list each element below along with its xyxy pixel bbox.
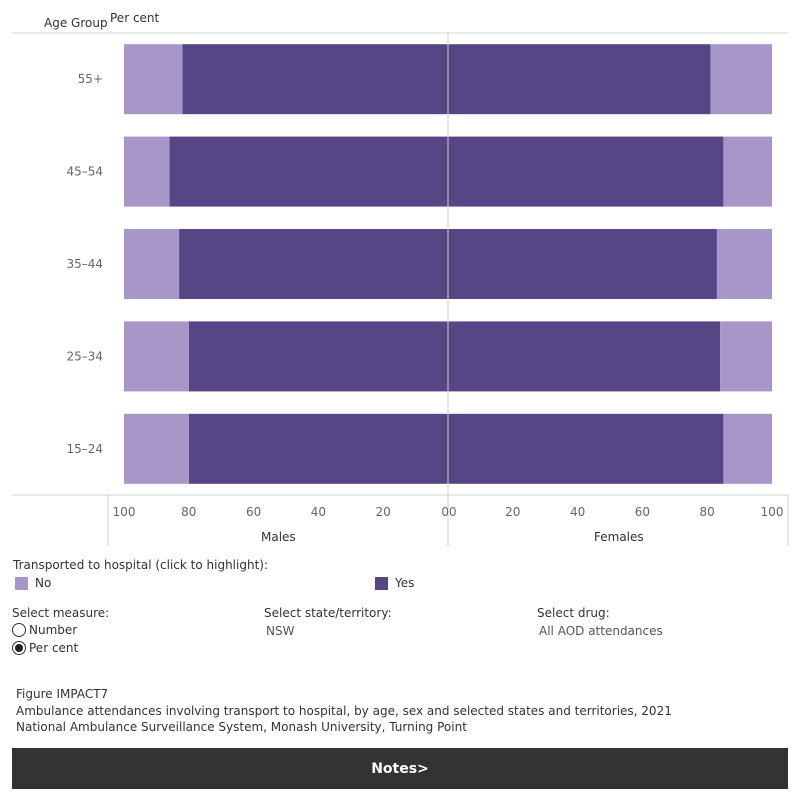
x-tick-label-males: 20: [376, 505, 391, 519]
category-label: 55+: [78, 72, 103, 86]
category-label: 45–54: [66, 165, 103, 179]
state-select[interactable]: NSW: [266, 624, 295, 638]
drug-label: Select drug:: [537, 606, 610, 620]
x-tick-label-females: 60: [635, 505, 650, 519]
legend-label-no: No: [35, 576, 52, 590]
bar-females-yes: [448, 44, 711, 115]
bar-males-no: [124, 229, 180, 299]
figure-title: Ambulance attendances involving transpor…: [16, 704, 672, 718]
x-tick-label-males: 60: [246, 505, 261, 519]
bar-females-yes: [448, 321, 721, 392]
bar-males-yes: [188, 413, 449, 484]
bar-males-yes: [182, 44, 448, 115]
bar-females-yes: [448, 229, 717, 299]
measure-option-percent[interactable]: Per cent: [12, 641, 78, 655]
legend-label-yes: Yes: [395, 576, 415, 590]
x-tick-label-males: 40: [311, 505, 326, 519]
bar-females-no: [720, 321, 772, 392]
drug-select[interactable]: All AOD attendances: [539, 624, 663, 638]
bar-females-no: [716, 229, 772, 299]
bar-females-no: [723, 413, 772, 484]
legend-title: Transported to hospital (click to highli…: [13, 558, 268, 572]
bar-females-no: [710, 44, 772, 115]
category-label: 15–24: [66, 442, 103, 456]
measure-option-label: Per cent: [29, 641, 79, 655]
legend-item-yes[interactable]: Yes: [375, 576, 414, 590]
bar-males-yes: [179, 229, 448, 299]
x-tick-label-females: 0: [449, 505, 457, 519]
measure-label: Select measure:: [12, 606, 110, 620]
legend-swatch-yes: [375, 576, 388, 590]
category-label: 35–44: [66, 257, 103, 271]
x-tick-label-males: 100: [113, 505, 136, 519]
x-axis-unit: Per cent: [110, 11, 160, 25]
bar-chart: 55+ 45–54 35–44 25–34 15–24 100 80 60 40 20 0 0 20 40…: [12, 32, 789, 546]
radio-percent[interactable]: [12, 641, 26, 655]
bar-males-no: [124, 321, 189, 392]
bar-males-no: [124, 44, 183, 115]
bar-males-no: [124, 136, 170, 207]
x-tick-label-males: 0: [441, 505, 449, 519]
x-tick-label-males: 80: [181, 505, 196, 519]
bar-males-yes: [188, 321, 449, 392]
measure-option-number[interactable]: Number: [12, 623, 77, 637]
x-tick-label-females: 20: [505, 505, 520, 519]
bar-females-yes: [448, 136, 724, 207]
panel-label-females: Females: [594, 530, 644, 544]
bar-males-no: [124, 413, 189, 484]
figure-source: National Ambulance Surveillance System, …: [16, 720, 467, 734]
bar-females-no: [723, 136, 772, 207]
state-label: Select state/territory:: [264, 606, 392, 620]
y-axis-title: Age Group: [44, 16, 108, 30]
x-tick-label-females: 80: [700, 505, 715, 519]
notes-button[interactable]: Notes>: [12, 748, 788, 789]
measure-option-label: Number: [29, 623, 78, 637]
panel-label-males: Males: [261, 530, 296, 544]
x-tick-label-females: 40: [570, 505, 585, 519]
bar-females-yes: [448, 413, 724, 484]
bar-males-yes: [169, 136, 449, 207]
x-tick-label-females: 100: [761, 505, 784, 519]
legend-item-no[interactable]: No: [15, 576, 51, 590]
legend-swatch-no: [15, 576, 28, 590]
radio-number[interactable]: [12, 623, 26, 637]
figure-id: Figure IMPACT7: [16, 687, 109, 701]
category-label: 25–34: [66, 349, 103, 363]
